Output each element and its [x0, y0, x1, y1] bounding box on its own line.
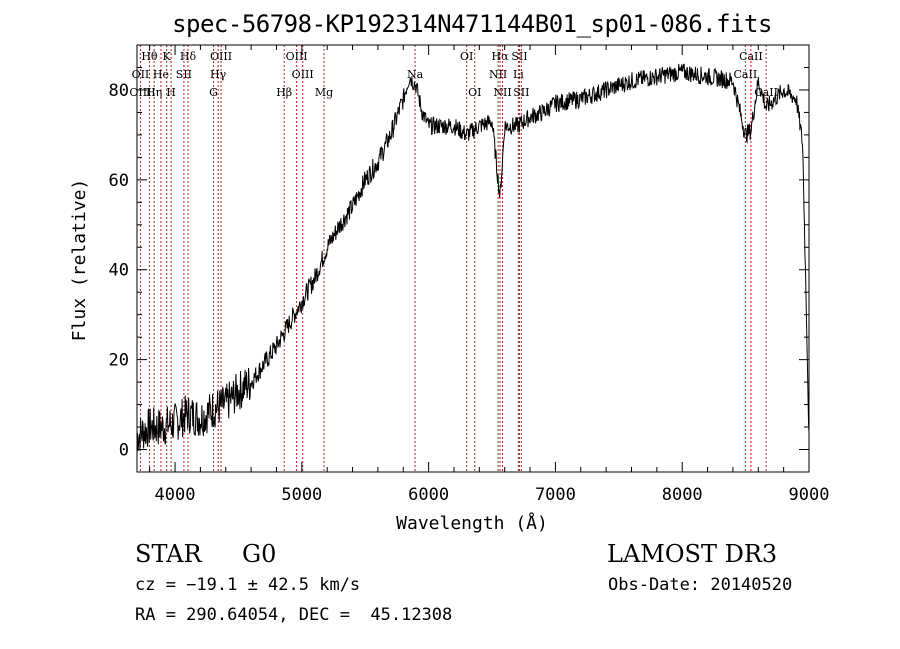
spectrum-line — [136, 63, 810, 451]
object-subclass: G0 — [242, 540, 277, 568]
obs-date: Obs-Date: 20140520 — [608, 575, 793, 595]
y-tick-label: 80 — [109, 81, 129, 101]
x-tick-label: 8000 — [662, 485, 703, 505]
line-label: Hη — [146, 86, 162, 99]
redshift-cz: cz = −19.1 ± 42.5 km/s — [135, 575, 361, 595]
line-label: Li — [513, 68, 524, 81]
line-label: OII — [132, 68, 150, 81]
line-label: CaII — [734, 68, 758, 81]
x-tick-label: 4000 — [155, 485, 196, 505]
line-label: NII — [489, 68, 507, 81]
line-label: Hα — [491, 50, 509, 63]
object-class: STAR — [135, 540, 202, 568]
line-label: NII — [493, 86, 511, 99]
x-tick-label: 6000 — [408, 485, 449, 505]
x-axis-label: Wavelength (Å) — [396, 512, 548, 534]
line-label: Na — [407, 68, 424, 81]
line-label: OI — [468, 86, 481, 99]
line-label: SII — [176, 68, 192, 81]
line-label: CaII — [754, 86, 778, 99]
line-label: OIII — [286, 50, 308, 63]
survey-name: LAMOST DR3 — [607, 540, 778, 568]
line-label: OIII — [292, 68, 314, 81]
x-tick-label: 9000 — [789, 485, 830, 505]
chart-title: spec-56798-KP192314N471144B01_sp01-086.f… — [172, 10, 772, 38]
y-tick-label: 40 — [109, 261, 129, 281]
line-label: OIII — [129, 86, 151, 99]
y-tick-label: 60 — [109, 171, 129, 191]
line-label: Hβ — [276, 86, 292, 99]
line-label: OI — [460, 50, 473, 63]
line-label: SII — [511, 50, 527, 63]
y-tick-label: 0 — [119, 441, 129, 461]
x-axis: 4000 5000 6000 7000 8000 9000 — [149, 45, 830, 505]
plot-frame — [136, 44, 810, 473]
y-axis: 0 20 40 60 80 — [109, 66, 809, 461]
line-label: SII — [513, 86, 529, 99]
line-label: He — [153, 68, 169, 81]
line-label: OIII — [210, 50, 232, 63]
ra-dec: RA = 290.64054, DEC = 45.12308 — [135, 605, 453, 625]
x-tick-label: 5000 — [281, 485, 322, 505]
x-tick-label: 7000 — [535, 485, 576, 505]
line-label: CaII — [739, 50, 763, 63]
y-axis-label: Flux (relative) — [69, 179, 90, 342]
line-label: H — [166, 86, 176, 99]
line-label: G — [209, 86, 218, 99]
line-label: Hγ — [210, 68, 227, 81]
spectrum-series — [136, 63, 810, 451]
line-label: K — [163, 50, 172, 63]
line-label: Hδ — [180, 50, 197, 63]
line-label: Hθ — [141, 50, 158, 63]
y-tick-label: 20 — [109, 351, 129, 371]
spectrum-chart: spec-56798-KP192314N471144B01_sp01-086.f… — [69, 10, 830, 534]
line-label: Mg — [315, 86, 333, 99]
